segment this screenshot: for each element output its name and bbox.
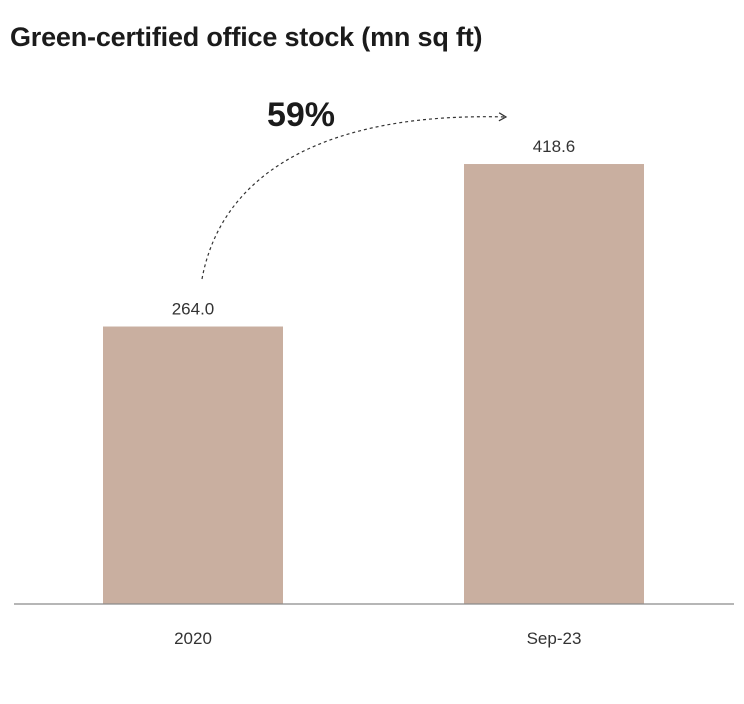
category-label-sep-23: Sep-23: [527, 629, 582, 648]
bar-2020: [103, 326, 283, 604]
bar-sep-23: [464, 164, 644, 605]
data-label-sep-23: 418.6: [533, 137, 576, 156]
chart-title: Green-certified office stock (mn sq ft): [10, 22, 483, 52]
growth-annotation: 59%: [267, 96, 335, 134]
growth-arrow: [201, 112, 508, 280]
data-label-2020: 264.0: [172, 300, 215, 319]
category-label-2020: 2020: [174, 629, 212, 648]
